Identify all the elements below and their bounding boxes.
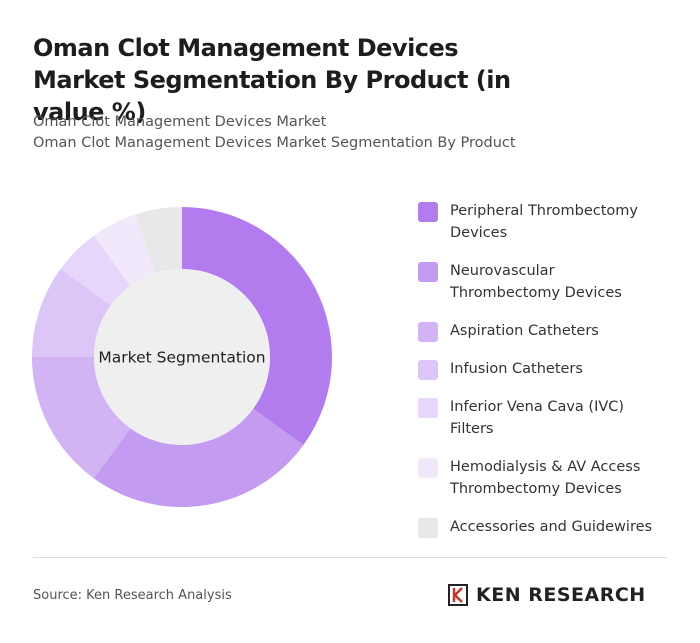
donut-segment: [60, 235, 131, 306]
legend-item: Accessories and Guidewires: [418, 516, 658, 538]
legend-item: Peripheral Thrombectomy Devices: [418, 200, 658, 244]
legend-label: Peripheral Thrombectomy Devices: [450, 203, 638, 241]
subtitle: Oman Clot Management Devices Market Oman…: [33, 112, 516, 154]
donut-segment: [32, 268, 111, 357]
legend-swatch: [418, 262, 438, 282]
donut-chart: Market Segmentation: [32, 207, 332, 507]
legend-swatch: [418, 322, 438, 342]
divider: [33, 557, 667, 558]
legend-label: Inferior Vena Cava (IVC) Filters: [450, 399, 625, 437]
legend-swatch: [418, 360, 438, 380]
logo-text: KEN RESEARCH: [476, 584, 646, 606]
legend-label: Aspiration Catheters: [450, 323, 599, 339]
subtitle-line: Oman Clot Management Devices Market: [33, 114, 327, 130]
legend-item: Hemodialysis & AV Access Thrombectomy De…: [418, 456, 658, 500]
legend-label: Hemodialysis & AV Access Thrombectomy De…: [450, 459, 641, 497]
subtitle-line: Oman Clot Management Devices Market Segm…: [33, 135, 516, 151]
logo-icon: [448, 584, 468, 606]
legend-label: Infusion Catheters: [450, 361, 583, 377]
legend-swatch: [418, 458, 438, 478]
source: Source: Ken Research Analysis: [33, 588, 232, 603]
center-label: Market Segmentation: [98, 349, 265, 367]
donut-segment: [135, 207, 182, 274]
legend-item: Infusion Catheters: [418, 358, 658, 380]
chart-title: Oman Clot Management Devices Market Segm…: [33, 34, 511, 126]
legend-label: Accessories and Guidewires: [450, 519, 653, 535]
donut-hole: [94, 269, 270, 445]
legend-label: Neurovascular Thrombectomy Devices: [450, 263, 622, 301]
donut-segment: [182, 207, 332, 446]
donut-segment: [93, 408, 304, 507]
legend: Peripheral Thrombectomy Devices Neurovasc…: [418, 200, 658, 538]
legend-item: Neurovascular Thrombectomy Devices: [418, 260, 658, 304]
donut-segment: [93, 214, 155, 286]
legend-swatch: [418, 518, 438, 538]
legend-swatch: [418, 202, 438, 222]
legend-swatch: [418, 398, 438, 418]
logo: KEN RESEARCH: [448, 584, 646, 606]
legend-item: Inferior Vena Cava (IVC) Filters: [418, 396, 658, 440]
legend-item: Aspiration Catheters: [418, 320, 658, 342]
donut-segment: [32, 357, 131, 479]
